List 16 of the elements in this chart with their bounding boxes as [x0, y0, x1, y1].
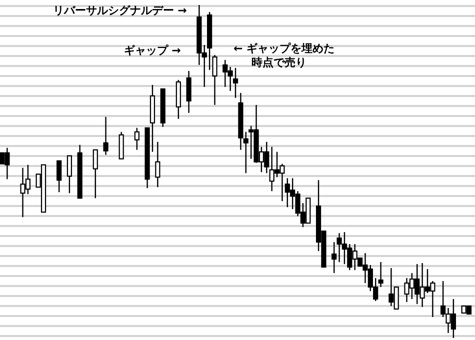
candlestick — [243, 131, 248, 174]
candlestick — [232, 67, 238, 99]
candlestick — [134, 127, 140, 150]
candlestick — [92, 149, 98, 199]
annotation: ← ギャップを埋めた時点で売り — [234, 42, 335, 69]
annotation: ギャップ → — [124, 44, 181, 57]
candlestick — [332, 241, 337, 274]
candlestick — [118, 131, 124, 160]
candlestick — [56, 160, 62, 193]
candlestick — [66, 155, 72, 194]
candlestick — [378, 261, 384, 288]
candlestick — [212, 54, 218, 106]
candlestick — [103, 116, 108, 156]
candlestick — [186, 70, 192, 114]
annotation: リバーサルシグナルデー → — [52, 4, 187, 17]
candlestick — [155, 141, 160, 188]
